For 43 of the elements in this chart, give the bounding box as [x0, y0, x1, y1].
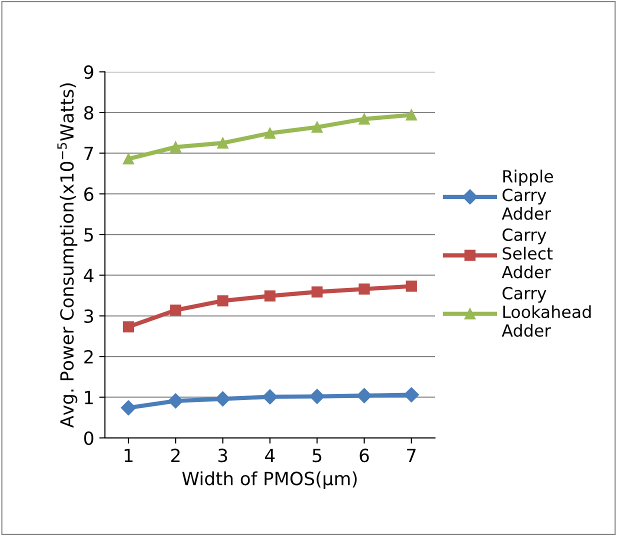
point — [312, 122, 323, 133]
y-tick-label: 0 — [84, 431, 94, 446]
x-tick-label: 2 — [171, 448, 180, 462]
point — [406, 109, 417, 120]
point — [217, 295, 228, 306]
point — [356, 388, 372, 404]
legend-label: Ripple Carry Adder — [502, 170, 554, 220]
x-tick-label: 1 — [124, 448, 133, 462]
point — [122, 321, 134, 332]
point — [264, 290, 276, 302]
y-axis-title: Avg. Power Consumption(x10$^{−5}$Watts) — [57, 83, 78, 428]
y-tick-label: 2 — [84, 350, 93, 364]
point — [120, 400, 136, 416]
point — [358, 113, 370, 125]
y-tick-label: 3 — [84, 309, 94, 323]
y-tick-label: 8 — [84, 106, 94, 120]
point — [215, 391, 230, 406]
point — [168, 393, 184, 408]
x-tick-label: 5 — [312, 448, 322, 462]
x-tick-label: 6 — [360, 448, 369, 462]
x-axis-title: Width of PMOS(μm) — [182, 471, 357, 489]
y-tick-label: 4 — [84, 268, 94, 282]
point — [262, 389, 278, 404]
point — [358, 283, 370, 295]
point — [264, 128, 276, 139]
x-tick-label: 4 — [265, 448, 275, 462]
y-tick-label: 6 — [84, 187, 94, 201]
point — [170, 304, 182, 316]
point — [406, 280, 417, 292]
y-tick-label: 1 — [84, 390, 93, 404]
point — [122, 153, 134, 164]
point — [404, 387, 419, 402]
x-tick-label: 3 — [218, 448, 228, 462]
y-tick-label: 5 — [84, 228, 93, 242]
y-tick-label: 7 — [84, 146, 93, 160]
point — [170, 142, 182, 153]
x-tick-label: 7 — [407, 448, 416, 462]
point — [310, 388, 325, 404]
point — [217, 137, 228, 149]
point — [312, 286, 323, 298]
legend-label: Carry Lookahead Adder — [502, 286, 591, 337]
y-tick-label: 9 — [84, 65, 94, 79]
legend-label: Carry Select Adder — [502, 228, 553, 278]
